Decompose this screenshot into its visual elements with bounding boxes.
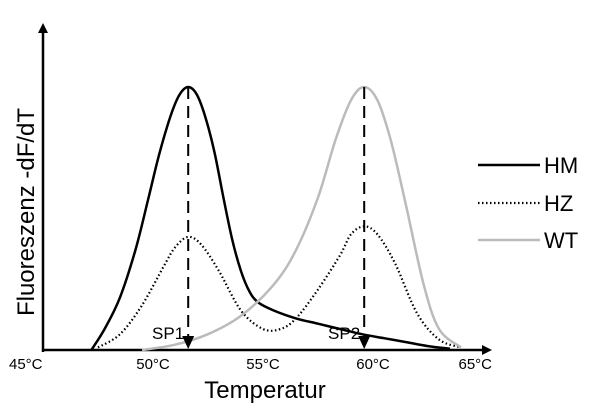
series-line-wt xyxy=(141,85,462,352)
x-tick-label: 45°C xyxy=(9,356,43,373)
x-tick-label: 65°C xyxy=(458,356,492,373)
peak-label-sp1: SP1 xyxy=(152,324,184,343)
peak-arrow-head xyxy=(358,336,371,349)
legend-label-hm: HM xyxy=(544,153,578,178)
x-tick-label: 55°C xyxy=(246,356,280,373)
x-tick-label: 60°C xyxy=(356,356,390,373)
legend-label-wt: WT xyxy=(544,228,578,253)
x-tick-label: 50°C xyxy=(136,356,170,373)
y-axis-label: Fluoreszenz -dF/dT xyxy=(13,108,40,316)
peak-label-sp2: SP2 xyxy=(328,324,360,343)
peak-arrow-head xyxy=(182,336,195,349)
series-line-hm xyxy=(90,85,451,351)
text-layer: Temperatur Fluoreszenz -dF/dT xyxy=(13,108,326,404)
x-axis-label: Temperatur xyxy=(204,377,325,404)
plot-area: 45°C 50°C 55°C 60°C 65°C SP1 SP2 HM HZ WT xyxy=(9,23,578,373)
legend-label-hz: HZ xyxy=(544,191,573,216)
